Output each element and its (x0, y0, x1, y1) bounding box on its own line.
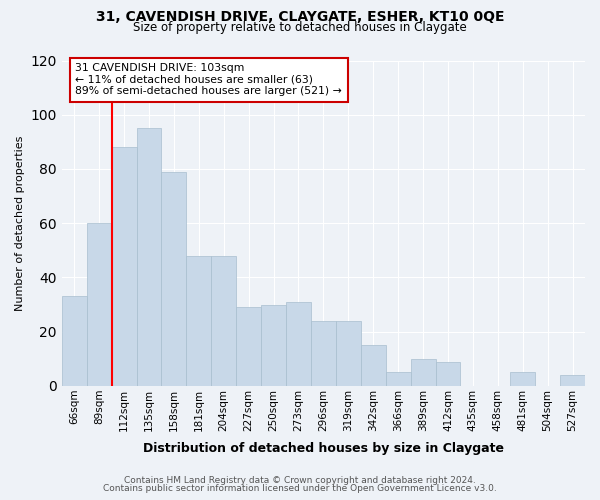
Bar (187, 256, 211, 386)
Bar (336, 321, 361, 386)
Bar (436, 362, 460, 386)
Bar (410, 359, 436, 386)
Text: 31, CAVENDISH DRIVE, CLAYGATE, ESHER, KT10 0QE: 31, CAVENDISH DRIVE, CLAYGATE, ESHER, KT… (96, 10, 504, 24)
Bar (112, 148, 137, 386)
Text: 31 CAVENDISH DRIVE: 103sqm
← 11% of detached houses are smaller (63)
89% of semi: 31 CAVENDISH DRIVE: 103sqm ← 11% of deta… (76, 63, 342, 96)
Bar (361, 346, 386, 386)
Bar (87, 223, 112, 386)
Text: Size of property relative to detached houses in Claygate: Size of property relative to detached ho… (133, 22, 467, 35)
Bar (560, 375, 585, 386)
X-axis label: Distribution of detached houses by size in Claygate: Distribution of detached houses by size … (143, 442, 504, 455)
Bar (137, 128, 161, 386)
Bar (311, 321, 336, 386)
Bar (386, 372, 410, 386)
Bar (510, 372, 535, 386)
Y-axis label: Number of detached properties: Number of detached properties (15, 136, 25, 311)
Bar (236, 308, 261, 386)
Bar (62, 296, 87, 386)
Text: Contains HM Land Registry data © Crown copyright and database right 2024.: Contains HM Land Registry data © Crown c… (124, 476, 476, 485)
Text: Contains public sector information licensed under the Open Government Licence v3: Contains public sector information licen… (103, 484, 497, 493)
Bar (161, 172, 187, 386)
Bar (211, 256, 236, 386)
Bar (261, 304, 286, 386)
Bar (286, 302, 311, 386)
